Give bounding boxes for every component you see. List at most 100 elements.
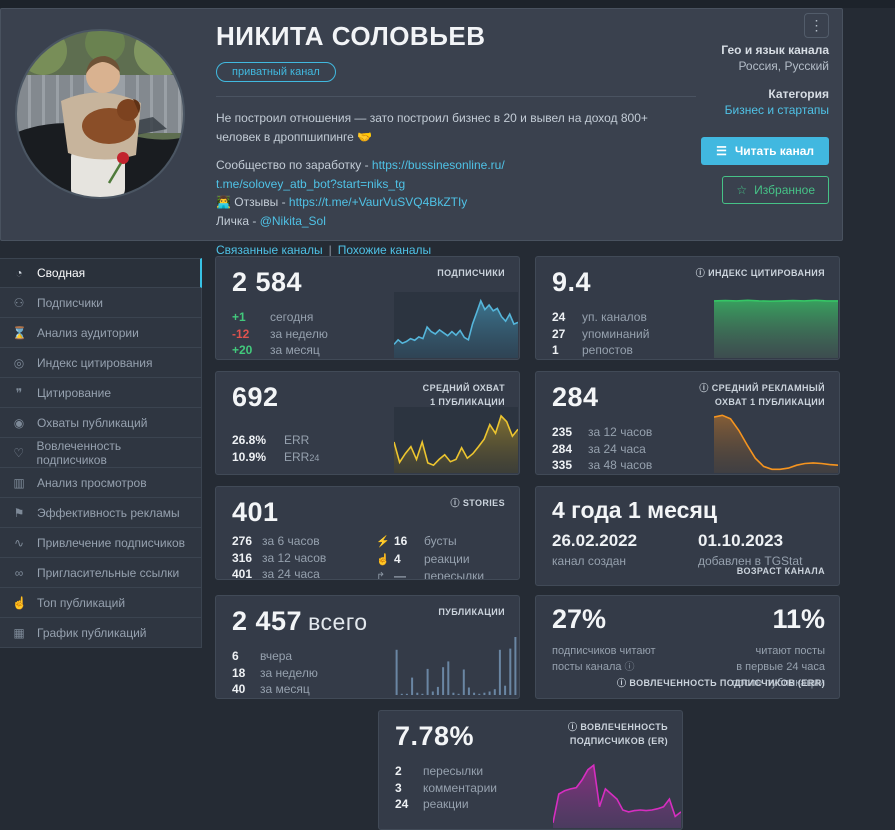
related-channels-link[interactable]: Связанные каналы: [216, 242, 323, 259]
sidebar-item-audience[interactable]: ⌛ Анализ аудитории: [0, 318, 202, 348]
sidebar-item-icon: ⚇: [13, 295, 25, 310]
category-value-link[interactable]: Бизнес и стартапы: [724, 103, 829, 117]
similar-channels-link[interactable]: Похожие каналы: [337, 242, 432, 259]
sidebar-item-icon: ∿: [13, 535, 25, 550]
bot-link[interactable]: t.me/solovey_atb_bot?start=niks_tg: [216, 176, 406, 191]
links-separator: |: [328, 242, 332, 257]
err-read-caption: подписчиков читают посты канала ⓘ: [552, 645, 656, 673]
info-icon[interactable]: ⓘ: [699, 383, 709, 393]
info-icon[interactable]: ⓘ: [616, 678, 627, 688]
stat-row: 276 за 6 часов: [232, 534, 320, 548]
info-icon[interactable]: ⓘ: [450, 498, 460, 508]
top-strip: [0, 0, 895, 8]
dm-prefix: Личка -: [216, 213, 260, 228]
reviews-prefix: 👨‍💻 Отзывы -: [216, 195, 289, 210]
sidebar-item-views[interactable]: ▥ Анализ просмотров: [0, 468, 202, 498]
er-card-title: ⓘ ВОВЛЕЧЕННОСТЬ ПОДПИСЧИКОВ (ER): [567, 722, 668, 746]
stat-row: 335 за 48 часов: [552, 458, 653, 472]
stories-card-title: ⓘ STORIES: [450, 498, 505, 508]
story-metric-icon: ↱: [376, 571, 386, 580]
read-channel-label: Читать канал: [734, 144, 814, 158]
sidebar-item-icon: ♡: [13, 445, 25, 460]
stat-row: +20 за месяц: [232, 343, 320, 357]
sidebar-item-summary[interactable]: ◔ Сводная: [0, 258, 202, 288]
created-date: 26.02.2022: [552, 531, 638, 550]
stat-row: 401 за 24 часа: [232, 567, 320, 580]
reviews-link[interactable]: https://t.me/+VaurVuSVQ4BkZTIy: [288, 195, 468, 210]
sidebar-item-icon: ◔: [15, 266, 23, 280]
sidebar-item-label: Анализ аудитории: [37, 325, 139, 340]
sidebar-item-citation-index[interactable]: ◎ Индекс цитирования: [0, 348, 202, 378]
channel-avatar-image: [15, 29, 185, 199]
sidebar-item-top-posts[interactable]: ☝ Топ публикаций: [0, 588, 202, 618]
err-24h-percent: 11%: [772, 604, 825, 634]
citation-index-value: 9.4: [552, 267, 592, 297]
sidebar-item-attraction[interactable]: ∿ Привлечение подписчиков: [0, 528, 202, 558]
sidebar-item-icon: ❞: [15, 385, 23, 400]
stat-row: 10.9% ERR 24: [232, 449, 320, 464]
er-value: 7.78%: [395, 721, 475, 751]
sidebar-item-invite-links[interactable]: ∞ Пригласительные ссылки: [0, 558, 202, 588]
ad-reach-sparkline: [713, 407, 839, 473]
subscribers-sparkline: [393, 292, 519, 358]
sidebar-item-label: Индекс цитирования: [37, 355, 153, 370]
page-title: НИКИТА СОЛОВЬЕВ: [216, 21, 486, 51]
sidebar-item-citation[interactable]: ❞ Цитирование: [0, 378, 202, 408]
stories-value: 401: [232, 497, 279, 527]
err-read-percent: 27%: [552, 604, 607, 634]
stat-row: 3 комментарии: [395, 780, 497, 795]
publications-count: 2 457 всего: [232, 606, 368, 636]
added-label: добавлен в TGStat: [698, 554, 803, 568]
read-channel-button[interactable]: ☰ Читать канал: [701, 137, 829, 165]
stat-row: ⚡ 16 бусты: [376, 533, 484, 551]
story-metric-icon: ☝: [376, 553, 390, 566]
err-24h-caption: читают посты в первые 24 часа после публ…: [732, 645, 825, 689]
sidebar-item-label: Пригласительные ссылки: [37, 565, 180, 580]
sidebar-item-ads[interactable]: ⚑ Эффективность рекламы: [0, 498, 202, 528]
favorite-button[interactable]: ☆ Избранное: [722, 176, 829, 204]
community-prefix: Сообщество по заработку -: [216, 158, 372, 173]
publications-card: 2 457 всего ПУБЛИКАЦИИ 6 вчера 18 за неде…: [215, 595, 520, 699]
subscribers-count: 2 584: [232, 267, 303, 297]
stat-row: 27 упоминаний: [552, 326, 650, 341]
info-icon[interactable]: ⓘ: [695, 268, 706, 278]
sidebar-item-label: График публикаций: [37, 625, 147, 640]
help-icon[interactable]: ⓘ: [624, 661, 635, 673]
channel-avatar: [15, 29, 185, 199]
sidebar-item-label: Охваты публикаций: [37, 415, 148, 430]
err-card: 27% 11% подписчиков читают посты канала …: [535, 595, 840, 699]
community-link[interactable]: https://bussinesonline.ru/: [371, 158, 505, 173]
stat-row: 18 за неделю: [232, 665, 318, 680]
publications-card-title: ПУБЛИКАЦИИ: [438, 607, 505, 617]
citation-index-card: 9.4 ⓘ ИНДЕКС ЦИТИРОВАНИЯ 24 уп. каналов 2…: [535, 256, 840, 360]
sidebar-item-post-schedule[interactable]: ▦ График публикаций: [0, 618, 202, 648]
sidebar-item-subscribers[interactable]: ⚇ Подписчики: [0, 288, 202, 318]
created-block: 26.02.2022 канал создан: [552, 531, 637, 568]
er-card: 7.78% ⓘ ВОВЛЕЧЕННОСТЬ ПОДПИСЧИКОВ (ER) 2 …: [378, 710, 683, 830]
description-text: Не построил отношения — зато построил би…: [216, 111, 648, 144]
info-icon[interactable]: ⓘ: [567, 722, 578, 732]
publications-count-suffix: всего: [308, 609, 368, 635]
stat-row: -12 за неделю: [232, 326, 328, 341]
stat-row: 284 за 24 часа: [552, 441, 646, 456]
sidebar-item-label: Привлечение подписчиков: [37, 535, 186, 550]
dm-link[interactable]: @Nikita_Sol: [259, 213, 326, 228]
sidebar-item-reach[interactable]: ◉ Охваты публикаций: [0, 408, 202, 438]
channel-header-panel: ⋮ НИКИТА СОЛОВЬЕВ приватный канал Не пос…: [0, 8, 843, 259]
sidebar-item-label: Подписчики: [37, 295, 104, 310]
sidebar-item-icon: ⌛: [12, 325, 27, 340]
stat-row: 24 реакции: [395, 797, 469, 811]
added-block: 01.10.2023 добавлен в TGStat: [698, 531, 802, 568]
kebab-menu-button[interactable]: ⋮: [804, 13, 829, 38]
sidebar-item-icon: ◎: [13, 355, 25, 370]
average-reach-card-title: СРЕДНИЙ ОХВАТ 1 ПУБЛИКАЦИИ: [422, 383, 505, 407]
stat-row: 1 репостов: [552, 343, 633, 357]
private-channel-badge: приватный канал: [216, 62, 336, 82]
sidebar-item-engagement[interactable]: ♡ Вовлеченность подписчиков: [0, 438, 202, 468]
stories-card: 401 ⓘ STORIES 276 за 6 часов 316 за 12 ча…: [215, 486, 520, 580]
average-reach-sparkline: [393, 407, 519, 473]
er-sparkline: [552, 756, 682, 828]
stat-row: ☝ 4 реакции: [376, 551, 484, 569]
channel-description: Не построил отношения — зато построил би…: [216, 109, 656, 259]
ad-reach-card-title: ⓘ СРЕДНИЙ РЕКЛАМНЫЙ ОХВАТ 1 ПУБЛИКАЦИИ: [699, 383, 825, 407]
